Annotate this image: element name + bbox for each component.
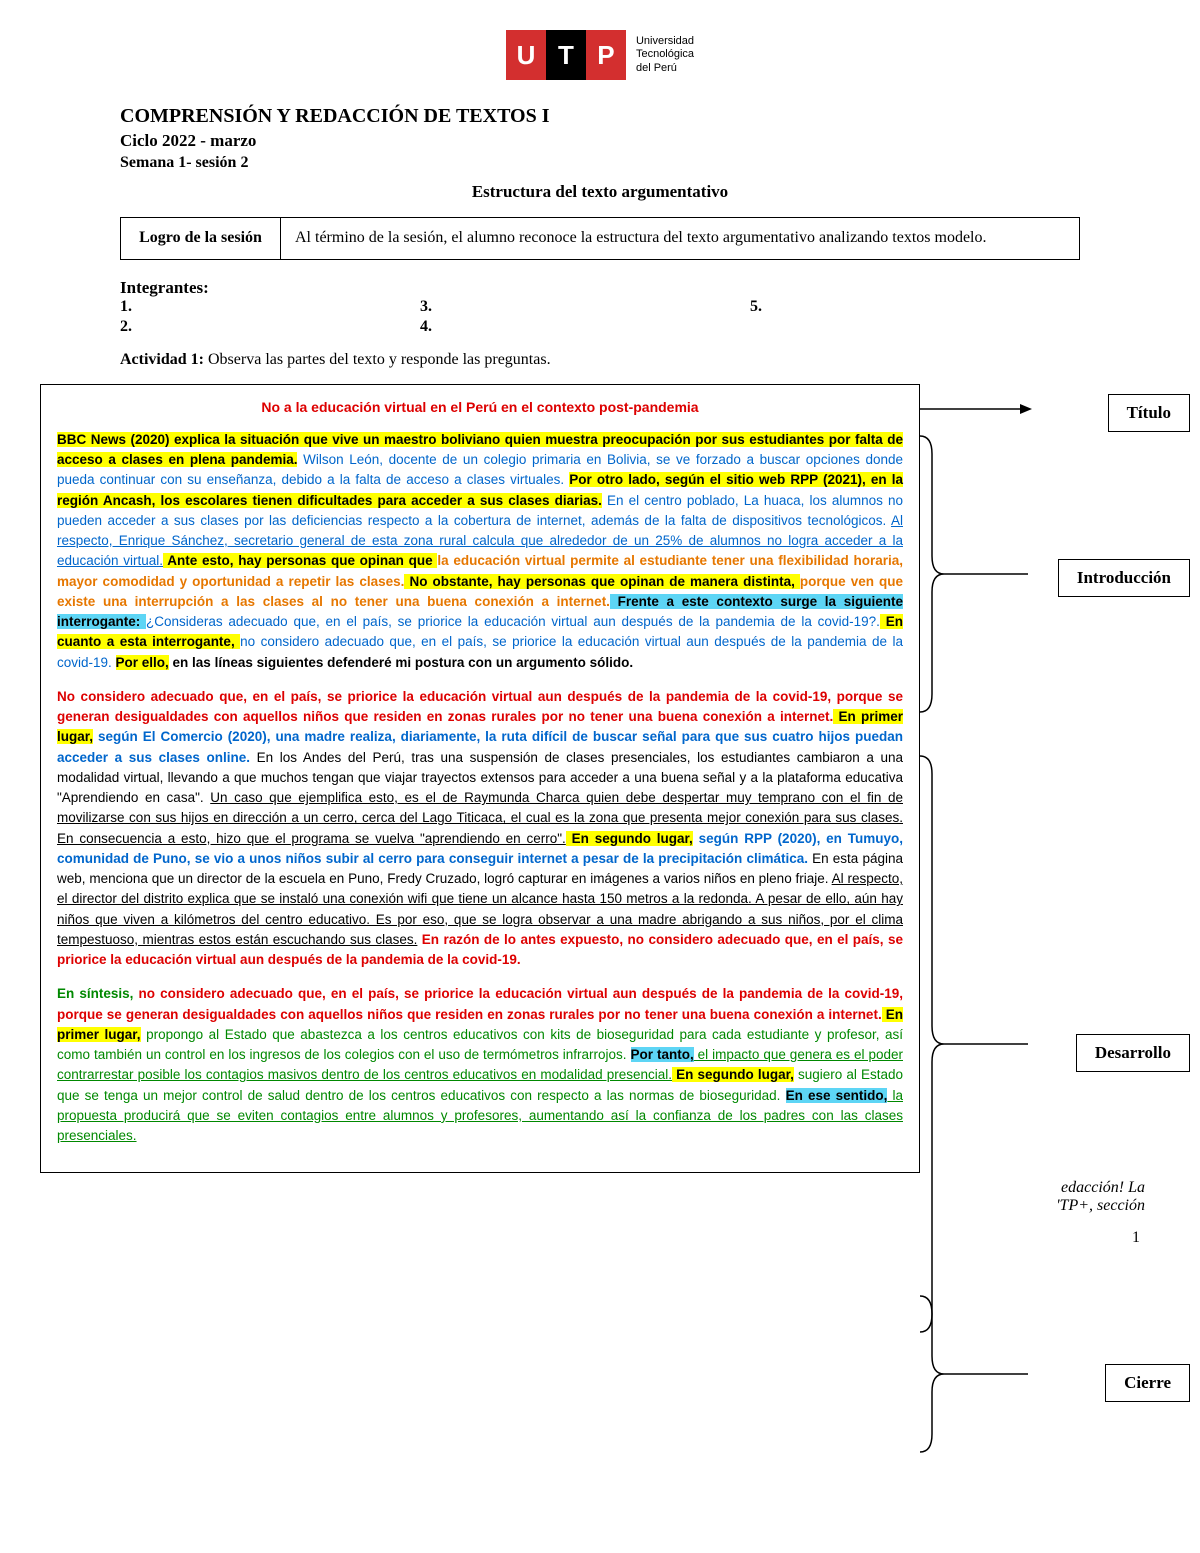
ciclo: Ciclo 2022 - marzo	[120, 131, 1080, 151]
logo-letter-p: P	[586, 30, 626, 80]
logo: U T P UniversidadTecnológicadel Perú	[506, 30, 694, 80]
p1-s6a: Ante esto, hay personas que opinan que	[163, 553, 437, 568]
p1-s7a: No obstante, hay personas que opinan de …	[404, 574, 800, 589]
logo-area: U T P UniversidadTecnológicadel Perú	[0, 30, 1200, 80]
logo-letter-u: U	[506, 30, 546, 80]
int-5: 5.	[750, 298, 950, 316]
document-header: COMPRENSIÓN Y REDACCIÓN DE TEXTOS I Cicl…	[0, 105, 1200, 369]
label-titulo: Título	[1108, 394, 1190, 432]
integrantes-row1: 1. 3. 5.	[120, 298, 1080, 316]
actividad-label: Actividad 1:	[120, 351, 204, 368]
diagram-area: No a la educación virtual en el Perú en …	[0, 384, 1200, 1174]
int-4: 4.	[420, 318, 750, 336]
brace-cierre	[920, 1294, 1050, 1454]
logo-boxes: U T P	[506, 30, 626, 80]
p1-s10a: Por ello,	[116, 655, 169, 670]
int-1: 1.	[120, 298, 420, 316]
paragraph-intro: BBC News (2020) explica la situación que…	[57, 430, 903, 673]
semana: Semana 1- sesión 2	[120, 154, 1080, 172]
logo-subtitle: UniversidadTecnológicadel Perú	[636, 35, 694, 75]
brace-desarrollo	[920, 754, 1050, 1334]
logro-label: Logro de la sesión	[121, 218, 281, 260]
paragraph-desarrollo: No considero adecuado que, en el país, s…	[57, 687, 903, 971]
p1-s10b: en las líneas siguientes defenderé mi po…	[169, 655, 633, 670]
p2-s1: No considero adecuado que, en el país, s…	[57, 689, 903, 724]
logro-table: Logro de la sesión Al término de la sesi…	[120, 217, 1080, 260]
int-2: 2.	[120, 318, 420, 336]
subtitle: Estructura del texto argumentativo	[120, 182, 1080, 202]
logo-letter-t: T	[546, 30, 586, 80]
label-introduccion: Introducción	[1058, 559, 1190, 597]
course-title: COMPRENSIÓN Y REDACCIÓN DE TEXTOS I	[120, 105, 1080, 128]
p3-s4a: En segundo lugar,	[672, 1067, 794, 1082]
article-box: No a la educación virtual en el Perú en …	[40, 384, 920, 1174]
footer-cut-text: edacción! La'TP+, sección	[1056, 1179, 1145, 1215]
p3-s1a: En síntesis,	[57, 986, 139, 1001]
p3-s5a: En ese sentido,	[786, 1088, 888, 1103]
actividad-text: Observa las partes del texto y responde …	[204, 351, 551, 368]
p2-s5a: En segundo lugar,	[566, 831, 693, 846]
p1-s8b: ¿Consideras adecuado que, en el país, se…	[146, 614, 880, 629]
p3-s1b: no considero adecuado que, en el país, s…	[57, 986, 903, 1021]
brace-introduccion	[920, 434, 1050, 714]
logro-text: Al término de la sesión, el alumno recon…	[281, 218, 1080, 260]
label-cierre: Cierre	[1105, 1364, 1190, 1402]
integrantes-row2: 2. 4.	[120, 318, 1080, 336]
integrantes-title: Integrantes:	[120, 278, 1080, 298]
int-3: 3.	[420, 298, 750, 316]
page-number: 1	[1132, 1229, 1140, 1247]
actividad: Actividad 1: Observa las partes del text…	[120, 351, 1080, 369]
arrow-titulo	[920, 399, 1040, 419]
p3-s3a: Por tanto,	[631, 1047, 694, 1062]
paragraph-cierre: En síntesis, no considero adecuado que, …	[57, 984, 903, 1146]
article-title: No a la educación virtual en el Perú en …	[57, 397, 903, 418]
label-desarrollo: Desarrollo	[1076, 1034, 1190, 1072]
